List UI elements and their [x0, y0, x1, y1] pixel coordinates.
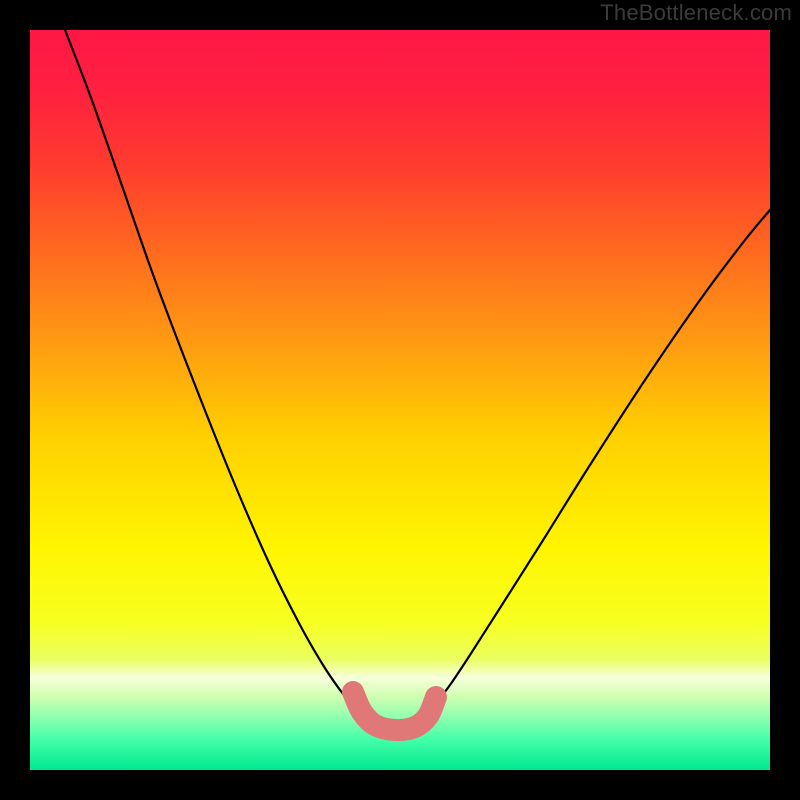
- bottleneck-marker: [353, 692, 436, 730]
- curve-layer: [30, 30, 770, 770]
- bottleneck-curve: [65, 30, 770, 713]
- watermark-text: TheBottleneck.com: [600, 0, 792, 26]
- plot-area: [30, 30, 770, 770]
- chart-canvas: TheBottleneck.com: [0, 0, 800, 800]
